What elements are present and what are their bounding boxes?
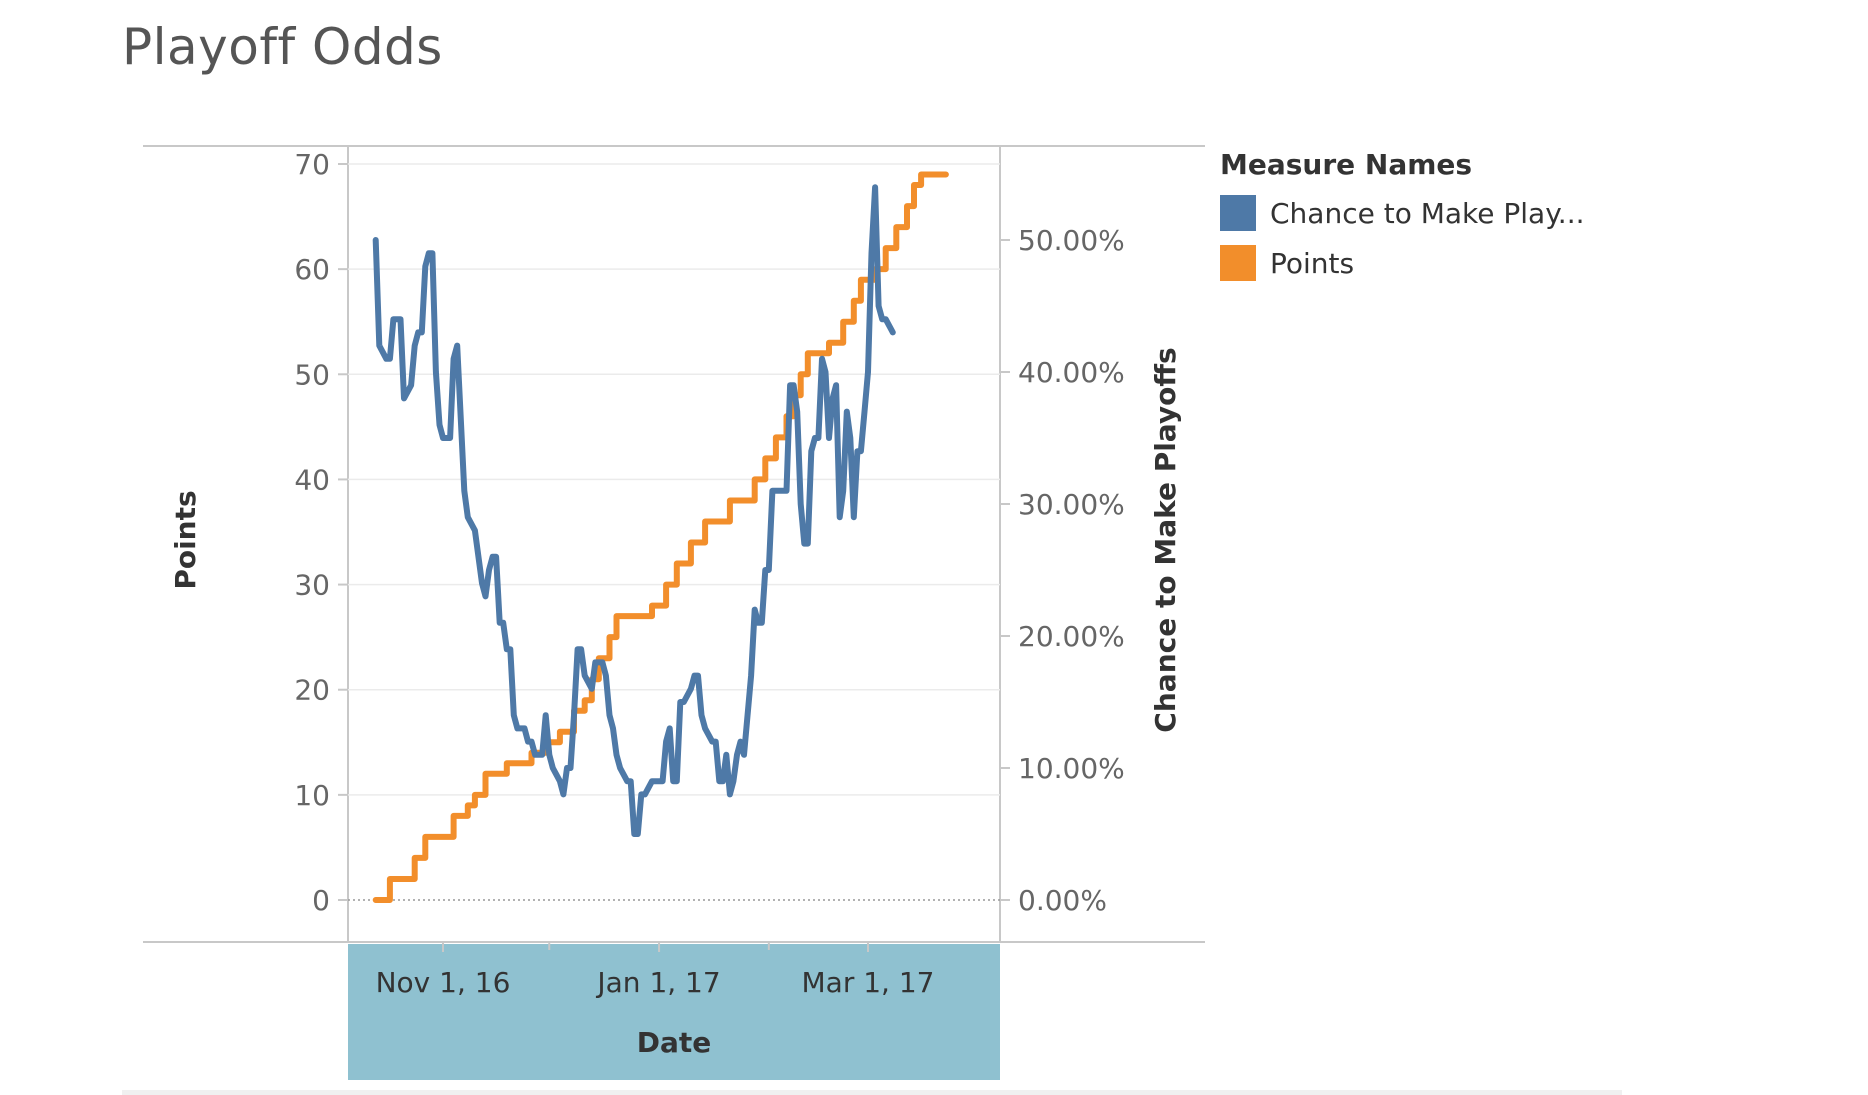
series-line-points: [372, 171, 949, 903]
bottom-strip: [122, 1090, 1622, 1095]
y-left-axis-title: Points: [169, 490, 202, 589]
y-right-tick-label: 20.00%: [1018, 620, 1125, 653]
y-left-tick-label: 50: [294, 358, 330, 391]
x-tick-label: Jan 1, 17: [595, 966, 720, 999]
series-line-chance: [372, 184, 896, 837]
y-left-tick-label: 10: [294, 779, 330, 812]
legend-item-chance[interactable]: Chance to Make Play...: [1220, 195, 1585, 231]
legend-label-chance: Chance to Make Play...: [1270, 196, 1585, 230]
y-left-tick-label: 0: [312, 884, 330, 917]
y-right-tick-label: 0.00%: [1018, 884, 1107, 917]
legend-swatch-chance: [1220, 195, 1256, 231]
legend-swatch-points: [1220, 245, 1256, 281]
legend-label-points: Points: [1270, 246, 1355, 280]
legend-title: Measure Names: [1220, 148, 1473, 181]
y-left-tick-label: 20: [294, 674, 330, 707]
y-right-tick-label: 10.00%: [1018, 752, 1125, 785]
y-right-axis-title: Chance to Make Playoffs: [1149, 347, 1182, 732]
legend: Measure Names Chance to Make Play... Poi…: [1220, 148, 1585, 295]
x-tick-label: Nov 1, 16: [376, 966, 511, 999]
y-left-tick-label: 30: [294, 569, 330, 602]
y-left-tick-label: 60: [294, 253, 330, 286]
y-left-tick-label: 40: [294, 463, 330, 496]
x-axis-title: Date: [637, 1026, 712, 1059]
y-right-tick-label: 30.00%: [1018, 488, 1125, 521]
chart-title: Playoff Odds: [122, 18, 443, 76]
x-tick-label: Mar 1, 17: [802, 966, 935, 999]
y-right-tick-label: 40.00%: [1018, 356, 1125, 389]
y-right-tick-label: 50.00%: [1018, 224, 1125, 257]
x-axis-band: [348, 944, 1000, 1080]
legend-item-points[interactable]: Points: [1220, 245, 1585, 281]
y-left-tick-label: 70: [294, 148, 330, 181]
